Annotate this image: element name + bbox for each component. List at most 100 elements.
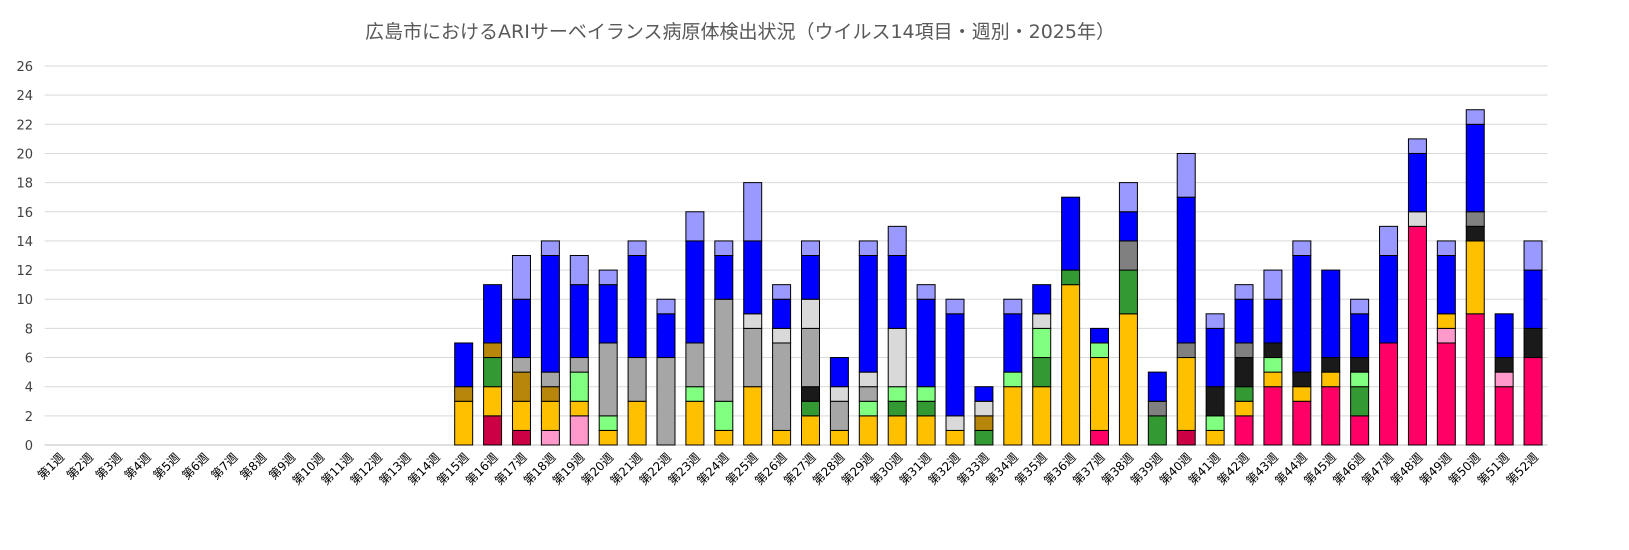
bar-segment-series-4-week-15 [454,400,474,446]
bar-segment-series-8-week-18 [540,386,560,402]
bar-segment-series-10-week-28 [829,400,849,431]
bar-segment-series-6-week-29 [858,400,878,417]
y-tick-label: 12 [16,264,33,279]
bar-segment-series-13-week-19 [569,255,589,286]
bar-segment-series-4-week-23 [685,400,705,446]
bar-segment-series-13-week-17 [511,255,531,300]
bar-segment-series-10-week-23 [685,342,705,388]
bar-segment-series-1-week-16 [483,415,503,446]
bar-segment-series-12-week-20 [598,284,618,344]
bar-segment-series-12-week-37 [1090,327,1110,344]
bar-segment-series-4-week-21 [627,400,647,446]
bar-segment-series-1-week-40 [1176,429,1196,446]
x-tick-label: 第7週 [208,450,240,482]
bar-segment-series-13-week-50 [1465,109,1485,125]
bar-segment-series-5-week-16 [483,357,503,388]
x-tick-label: 第52週 [1503,450,1541,488]
bar-segment-series-5-week-33 [974,429,994,446]
bar-segment-series-6-week-24 [714,400,734,431]
y-tick-label: 16 [16,206,33,221]
bar-segment-series-12-week-43 [1263,298,1283,344]
x-tick-label: 第8週 [237,450,269,482]
bar-segment-series-10-week-20 [598,342,618,417]
bar-segment-series-7-week-50 [1465,225,1485,242]
bar-segment-series-5-week-42 [1234,386,1254,402]
bar-segment-series-11-week-48 [1407,211,1427,227]
bar-segment-series-12-week-35 [1032,284,1052,315]
bar-segment-series-13-week-46 [1350,298,1370,315]
bar-segment-series-12-week-16 [483,284,503,344]
bar-segment-series-9-week-39 [1147,400,1167,417]
bar-segment-series-12-week-44 [1292,255,1312,373]
bar-segment-series-7-week-51 [1494,357,1514,373]
bar-segment-series-12-week-25 [743,240,763,315]
bar-segment-series-10-week-21 [627,357,647,402]
bar-segment-series-9-week-40 [1176,342,1196,359]
bar-segment-series-7-week-44 [1292,371,1312,388]
y-tick-label: 26 [16,60,33,75]
y-tick-label: 18 [16,177,33,192]
bar-segment-series-11-week-30 [887,327,907,388]
bar-segment-series-13-week-48 [1407,138,1427,154]
bar-segment-series-12-week-47 [1379,255,1399,344]
bar-segment-series-3-week-18 [540,429,560,446]
bar-segment-series-12-week-21 [627,255,647,359]
bar-segment-series-2-week-37 [1090,429,1110,446]
bar-segment-series-13-week-32 [945,298,965,315]
bar-segment-series-13-week-29 [858,240,878,257]
bar-segment-series-6-week-46 [1350,371,1370,388]
y-tick-label: 24 [16,89,33,104]
bar-segment-series-12-week-17 [511,298,531,359]
bar-segment-series-10-week-17 [511,357,531,373]
bar-segment-series-3-week-49 [1436,327,1456,344]
bar-segment-series-11-week-35 [1032,313,1052,329]
bar-segment-series-11-week-25 [743,313,763,329]
bar-segment-series-10-week-19 [569,357,589,373]
bar-segment-series-13-week-38 [1118,182,1138,213]
bar-segment-series-6-week-30 [887,386,907,402]
bar-segment-series-12-week-50 [1465,123,1485,213]
bar-segment-series-10-week-26 [772,342,792,431]
bar-segment-series-11-week-33 [974,400,994,417]
bar-segment-series-4-week-37 [1090,357,1110,431]
bar-segment-series-12-week-15 [454,342,474,388]
bar-segment-series-4-week-44 [1292,386,1312,402]
x-tick-label: 第5週 [151,450,183,482]
bar-segment-series-7-week-43 [1263,342,1283,359]
bar-segment-series-4-week-28 [829,429,849,446]
bar-segment-series-8-week-33 [974,415,994,431]
y-tick-label: 20 [16,147,33,162]
bar-segment-series-4-week-38 [1118,313,1138,446]
y-tick-label: 6 [25,352,33,367]
bar-segment-series-13-week-42 [1234,284,1254,300]
bar-segment-series-12-week-33 [974,386,994,402]
bar-segment-series-13-week-18 [540,240,560,257]
bar-segment-series-4-week-32 [945,429,965,446]
bar-segment-series-9-week-38 [1118,240,1138,271]
y-tick-label: 10 [16,293,33,308]
bar-segment-series-2-week-43 [1263,386,1283,446]
bar-segment-series-4-week-35 [1032,386,1052,446]
bar-segment-series-6-week-41 [1205,415,1225,431]
bar-segment-series-4-week-18 [540,400,560,431]
bar-segment-series-13-week-31 [916,284,936,300]
bar-segment-series-13-week-40 [1176,152,1196,198]
bar-segment-series-13-week-20 [598,269,618,286]
bar-segment-series-6-week-34 [1003,371,1023,388]
bar-segment-series-12-week-36 [1061,196,1081,271]
bar-segment-series-2-week-51 [1494,386,1514,446]
bar-segment-series-12-week-45 [1321,269,1341,359]
x-tick-label: 第3週 [93,450,125,482]
bar-segment-series-13-week-43 [1263,269,1283,300]
bar-segment-series-3-week-19 [569,415,589,446]
bar-segment-series-4-week-50 [1465,240,1485,315]
bar-segment-series-13-week-52 [1523,240,1543,271]
y-tick-label: 22 [16,118,33,133]
bar-segment-series-6-week-37 [1090,342,1110,359]
bar-segment-series-4-week-31 [916,415,936,446]
bar-segment-series-13-week-25 [743,182,763,242]
bar-segment-series-12-week-24 [714,255,734,300]
bar-segment-series-4-week-17 [511,400,531,431]
bar-segment-series-8-week-15 [454,386,474,402]
